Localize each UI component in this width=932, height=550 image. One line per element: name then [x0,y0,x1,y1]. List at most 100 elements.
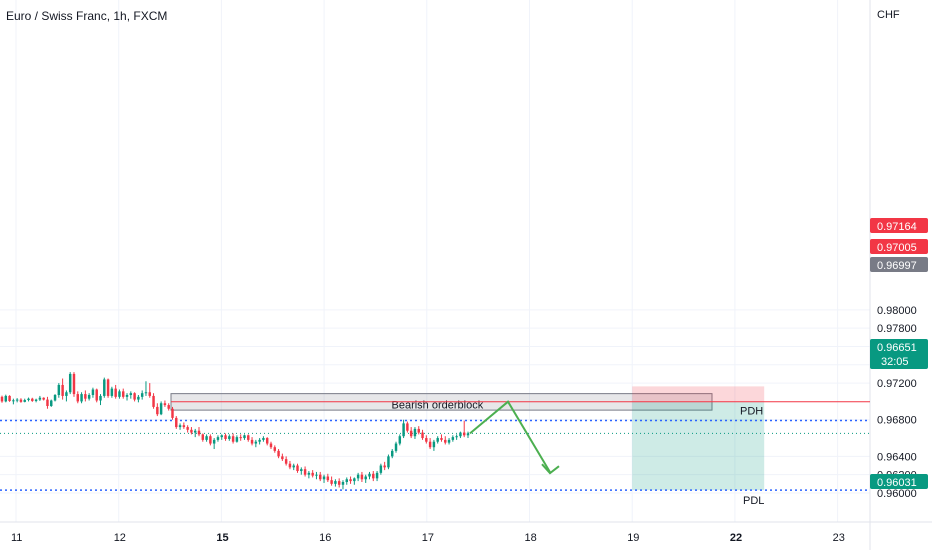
candle [292,463,295,471]
candle [159,401,163,416]
candle-body [171,408,174,418]
candle-body [61,384,64,396]
candle [353,477,356,485]
candle-body [95,389,98,401]
projection-layer [469,400,560,475]
candle-body [76,394,80,402]
candle-body [65,392,68,396]
candle-body [178,425,182,428]
candle-body [296,465,299,472]
candle [337,478,341,488]
y-axis[interactable]: CHF0.980000.978000.976000.974000.972000.… [877,9,917,500]
candle-body [444,439,447,443]
candle [311,470,314,478]
candle-body [197,430,201,435]
candle [95,388,98,403]
candle-body [326,476,330,481]
candle [167,403,170,411]
candle [288,460,292,470]
candle-body [250,439,254,444]
price-marker-label: 0.97005 [877,242,917,254]
candle-body [345,479,348,483]
candle-body [182,425,186,428]
candle [281,453,284,461]
pdh-label: PDH [740,405,763,417]
candle [110,386,114,398]
candle [46,396,49,409]
candle-body [379,465,383,473]
candle [38,395,42,401]
candle [462,420,466,438]
x-axis[interactable]: 11 12 15 16 17 18 19 22 23 [11,532,845,544]
candle-body [167,405,170,409]
candle [72,372,76,397]
candle-body [12,400,15,402]
candle-body [125,395,129,397]
candle-body [284,459,288,464]
candle-body [413,428,417,437]
x-tick-label: 23 [833,532,845,544]
candle [23,398,26,403]
candle-body [4,395,8,402]
candle-body [466,433,470,436]
candle-body [114,388,117,397]
candle [228,434,231,441]
bearish-orderblock-label: Bearish orderblock [392,400,484,412]
candle-body [122,391,125,397]
candle [262,436,265,442]
candle [254,439,258,448]
candle-body [224,435,227,439]
candle-body [364,476,367,480]
candle [106,378,110,398]
candle-body [406,423,409,431]
candle [307,471,311,479]
candle-body [425,438,428,442]
candle-body [231,436,235,442]
candle [447,438,451,445]
candle-body [205,436,208,440]
candle [273,445,277,453]
candle [300,467,303,475]
candle [413,427,417,439]
candle [284,456,288,466]
candle-body [50,400,53,406]
candle-body [235,437,239,442]
candle-body [436,438,439,442]
candle-body [190,429,193,433]
candle-body [99,395,102,401]
candle-body [459,432,462,437]
candle [125,393,129,401]
candle [197,427,201,437]
y-tick-label: 0.96400 [877,451,917,463]
candle [231,433,235,444]
candle [235,435,239,443]
candle [303,466,307,477]
candle [156,403,159,417]
candle [65,390,68,402]
candle [205,434,208,442]
candle [269,441,273,450]
candle-body [103,379,106,396]
price-marker-label: 0.97164 [877,221,917,233]
candle-body [398,436,402,444]
candle-body [87,395,91,399]
x-tick-label: 12 [114,532,126,544]
candle [394,441,398,453]
candle-body [156,406,159,415]
candle [68,372,72,395]
candle [144,381,148,396]
candle-body [265,438,269,444]
candle-body [15,399,19,401]
candle [356,472,360,482]
candle [258,438,261,445]
candle [133,392,136,402]
candle-body [349,479,352,482]
currency-label: CHF [877,9,900,21]
candle-body [159,403,163,415]
candle-body [216,437,220,440]
candle-body [27,398,30,401]
candle-body [19,399,23,402]
candle-body [273,447,277,451]
